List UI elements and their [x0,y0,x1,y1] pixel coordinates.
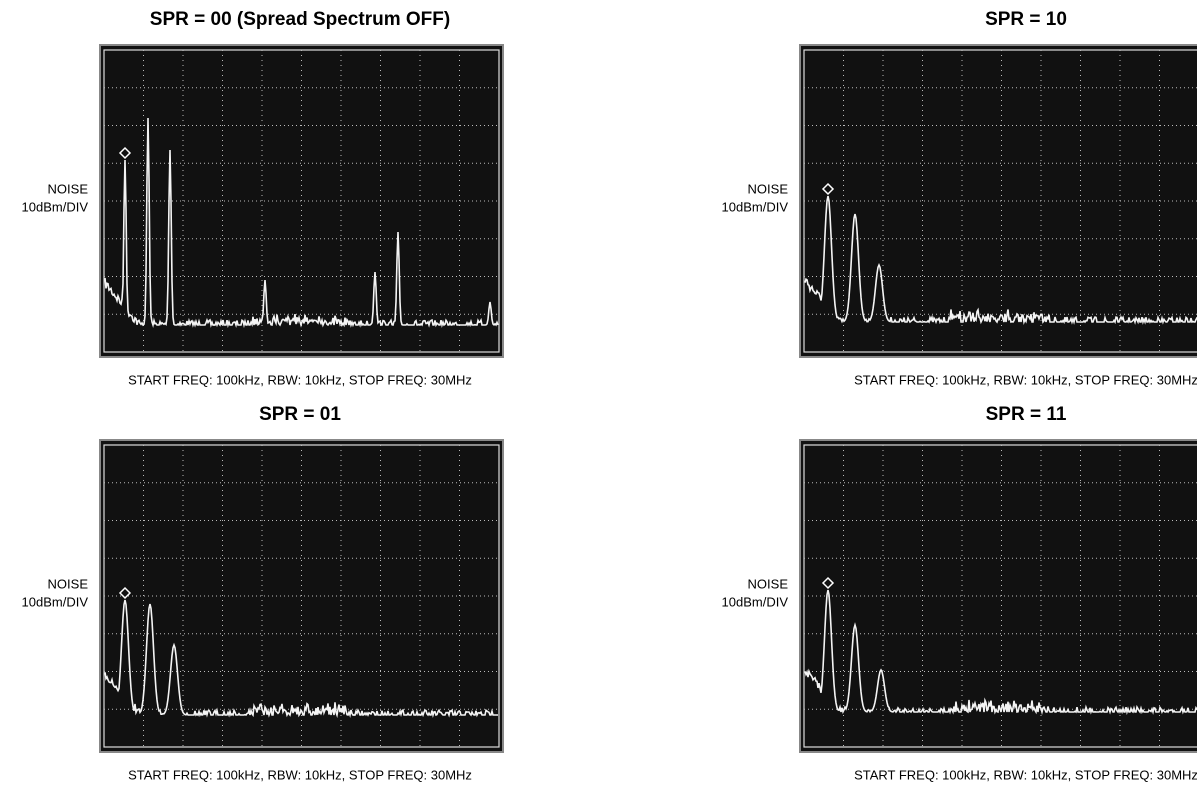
trace [804,589,1197,716]
y-label: NOISE [48,576,89,591]
caption: START FREQ: 100kHz, RBW: 10kHz, STOP FRE… [854,372,1197,387]
panel-title: SPR = 01 [259,404,341,425]
screen [799,44,1197,358]
panel-title: SPR = 00 (Spread Spectrum OFF) [150,9,450,30]
screen-bg [799,439,1197,753]
trace [104,599,498,719]
y-label: 10dBm/DIV [22,199,89,214]
trace [104,117,499,329]
screen [799,439,1197,753]
caption: START FREQ: 100kHz, RBW: 10kHz, STOP FRE… [854,767,1197,782]
panel-title: SPR = 11 [986,404,1067,425]
marker [118,586,132,600]
screen-bg [799,44,1197,358]
y-label: NOISE [748,576,789,591]
marker [821,576,835,590]
marker [118,146,132,160]
panel-title: SPR = 10 [985,9,1067,30]
y-label: 10dBm/DIV [22,594,89,609]
trace [804,195,1197,325]
screen [99,439,504,753]
caption: START FREQ: 100kHz, RBW: 10kHz, STOP FRE… [128,372,472,387]
y-label: 10dBm/DIV [722,594,789,609]
caption: START FREQ: 100kHz, RBW: 10kHz, STOP FRE… [128,767,472,782]
y-label: NOISE [48,181,89,196]
y-label: NOISE [748,181,789,196]
marker [821,182,835,196]
y-label: 10dBm/DIV [722,199,789,214]
screen [99,44,504,358]
